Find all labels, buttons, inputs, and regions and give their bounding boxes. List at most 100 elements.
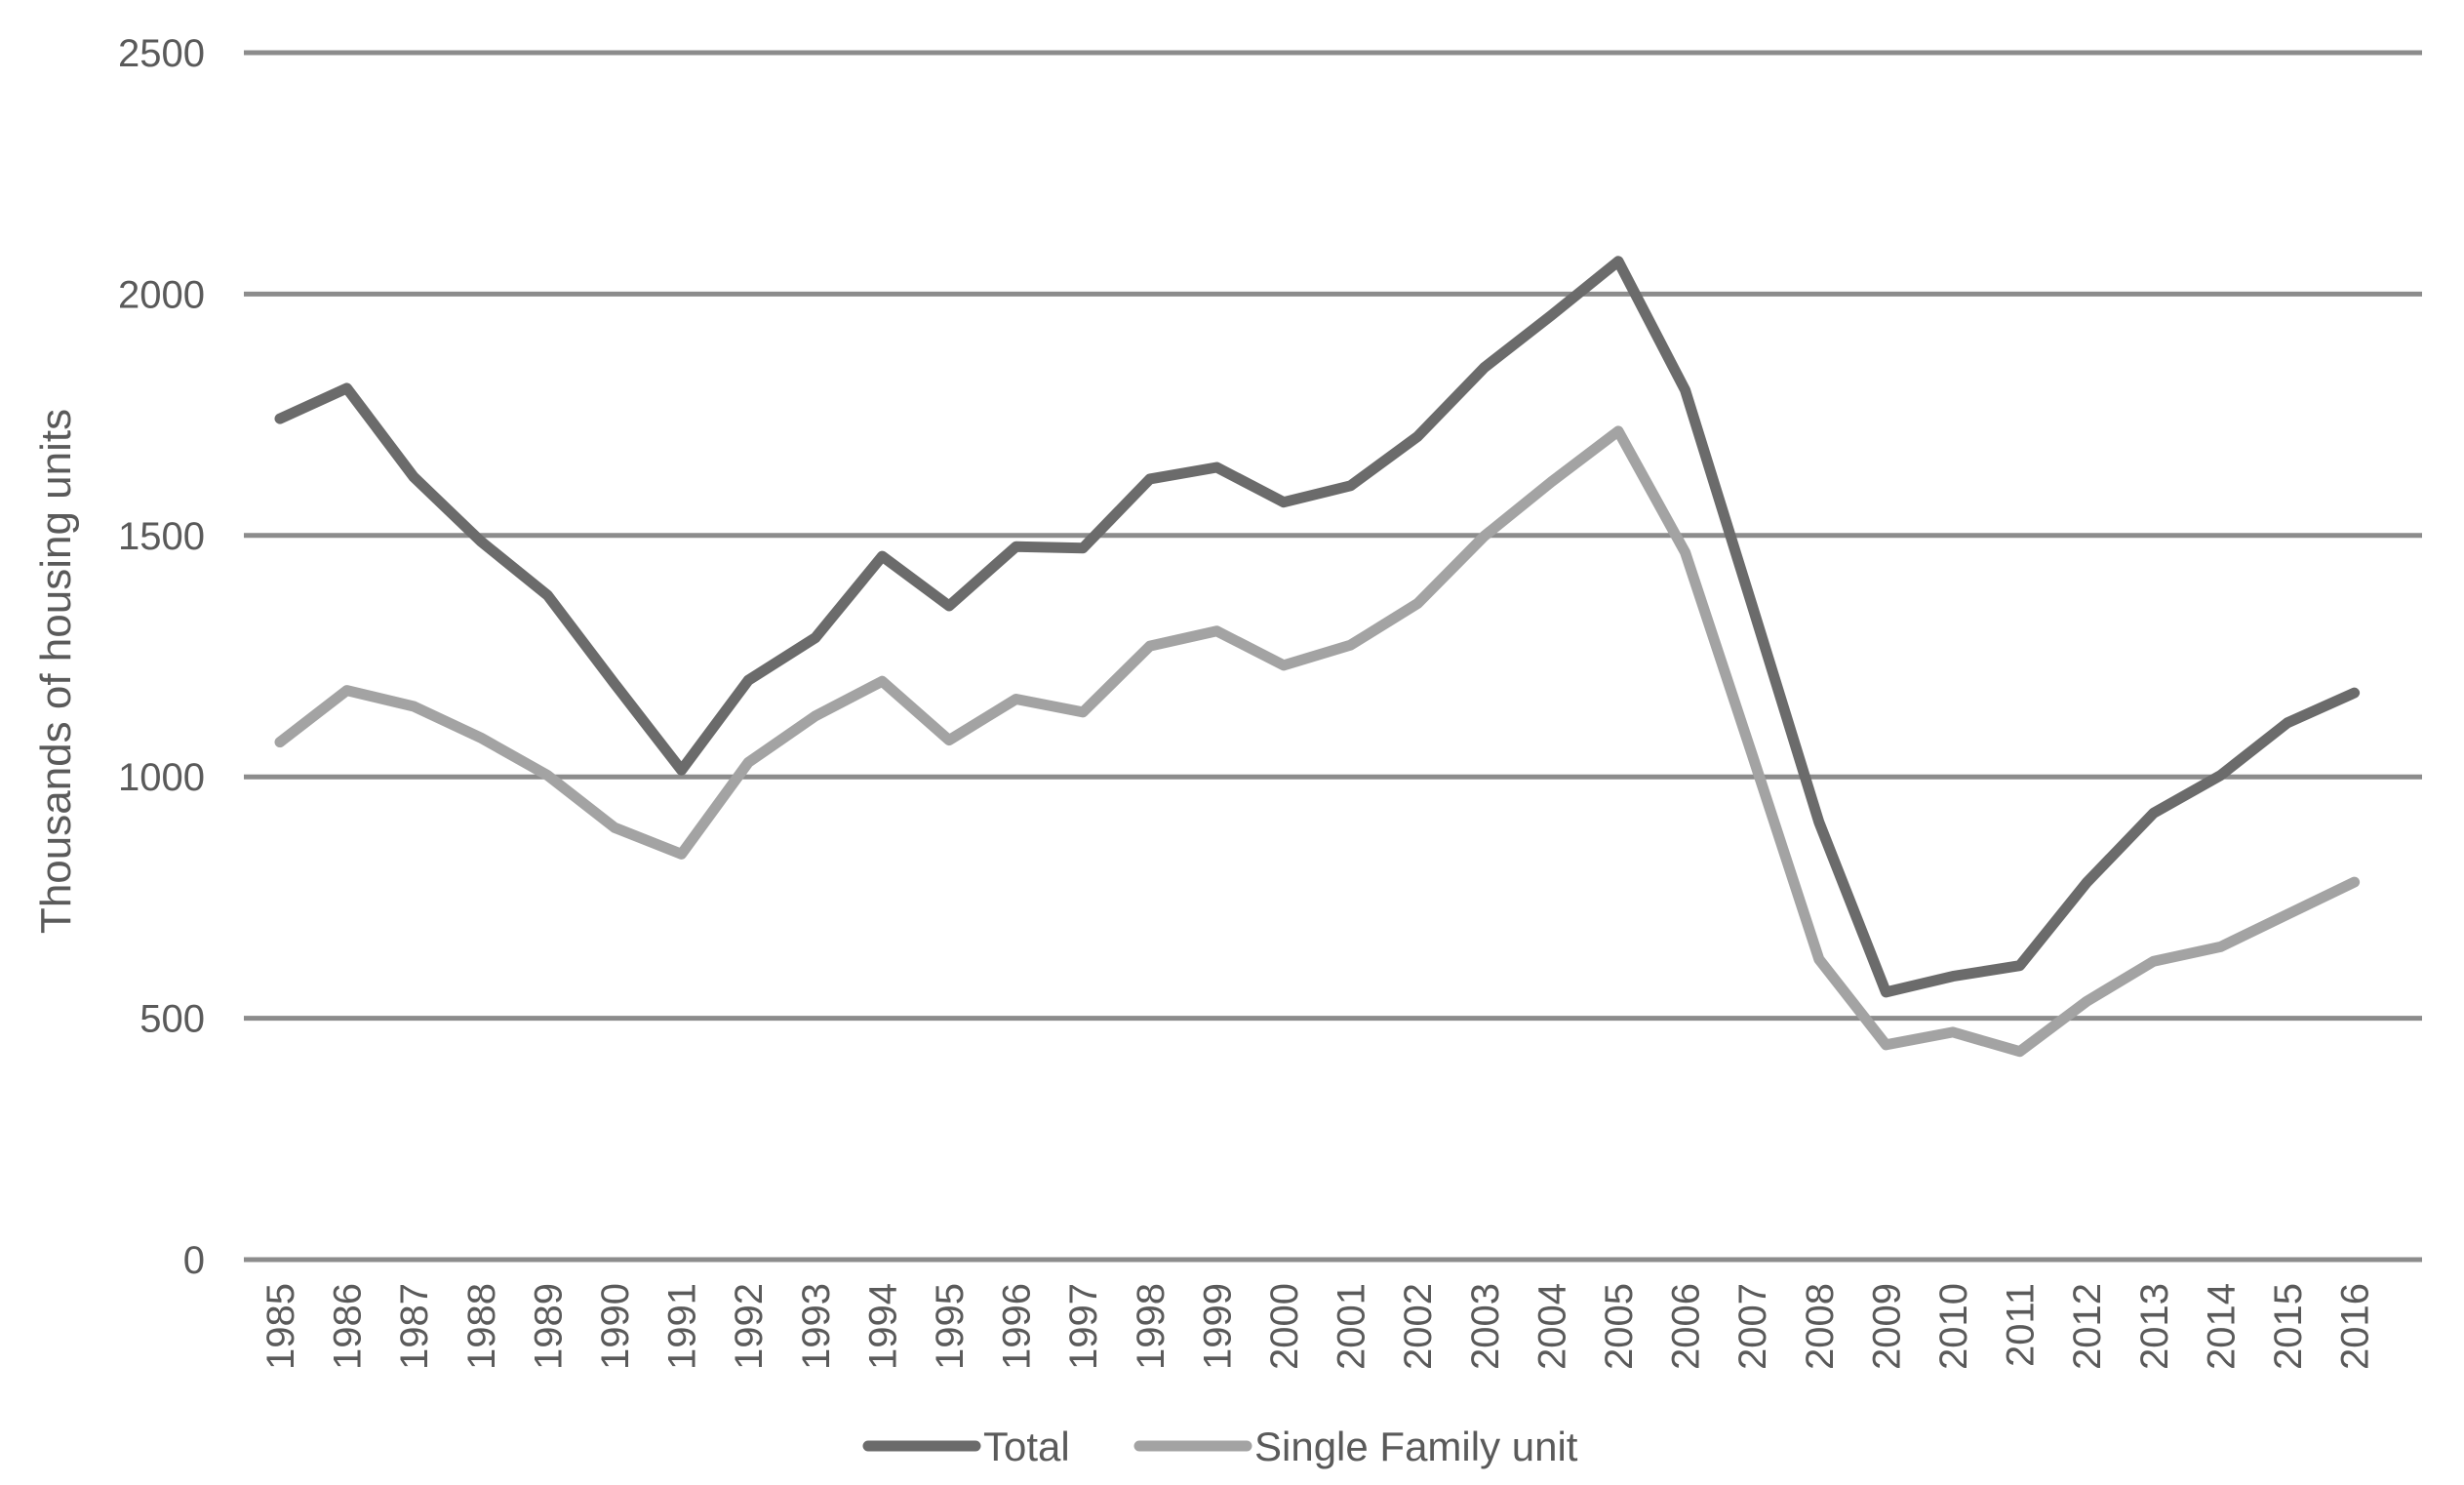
x-tick-label-1996: 1996 bbox=[996, 1283, 1039, 1370]
data-point-single-family-unit-1994 bbox=[882, 681, 883, 682]
data-point-single-family-unit-1987 bbox=[414, 705, 415, 706]
data-point-single-family-unit-2011 bbox=[2019, 1051, 2020, 1052]
data-point-total-1991 bbox=[681, 770, 682, 771]
x-tick-label-2015: 2015 bbox=[2267, 1283, 2310, 1370]
data-point-single-family-unit-2016 bbox=[2354, 882, 2355, 883]
data-point-single-family-unit-1990 bbox=[615, 827, 616, 828]
legend-label-single-family-unit: Single Family unit bbox=[1254, 1424, 1578, 1469]
x-tick-label-2010: 2010 bbox=[1932, 1283, 1975, 1370]
x-tick-label-2006: 2006 bbox=[1665, 1283, 1708, 1370]
data-point-total-1999 bbox=[1216, 467, 1217, 468]
data-point-single-family-unit-2001 bbox=[1350, 645, 1351, 646]
x-tick-label-2011: 2011 bbox=[2000, 1283, 2043, 1367]
data-point-total-2011 bbox=[2019, 965, 2020, 966]
y-tick-label-1000: 1000 bbox=[118, 756, 205, 799]
data-point-total-2015 bbox=[2287, 722, 2288, 723]
y-tick-label-2000: 2000 bbox=[118, 273, 205, 316]
data-point-total-1997 bbox=[1083, 547, 1084, 548]
data-point-single-family-unit-2012 bbox=[2086, 1001, 2087, 1002]
data-point-total-1988 bbox=[480, 541, 481, 542]
x-tick-label-1989: 1989 bbox=[527, 1283, 570, 1370]
x-tick-label-1992: 1992 bbox=[728, 1283, 771, 1370]
x-tick-label-2007: 2007 bbox=[1731, 1283, 1774, 1370]
x-tick-label-1987: 1987 bbox=[393, 1283, 436, 1370]
x-tick-label-1998: 1998 bbox=[1130, 1283, 1172, 1370]
x-tick-label-1986: 1986 bbox=[327, 1283, 370, 1370]
x-tick-label-1994: 1994 bbox=[861, 1283, 904, 1370]
data-point-single-family-unit-1997 bbox=[1083, 711, 1084, 712]
data-point-single-family-unit-1986 bbox=[346, 690, 347, 691]
x-tick-label-2012: 2012 bbox=[2066, 1283, 2109, 1370]
y-tick-label-2500: 2500 bbox=[118, 32, 205, 75]
data-point-total-2009 bbox=[1886, 991, 1887, 992]
data-point-single-family-unit-2008 bbox=[1818, 959, 1819, 960]
data-point-single-family-unit-2006 bbox=[1685, 552, 1686, 553]
data-point-total-1992 bbox=[748, 680, 749, 681]
data-point-total-2012 bbox=[2086, 882, 2087, 883]
x-tick-label-1985: 1985 bbox=[259, 1283, 302, 1370]
y-axis-ticks: 0 500 1000 1500 2000 2500 bbox=[118, 32, 205, 1282]
x-tick-label-2005: 2005 bbox=[1598, 1283, 1641, 1370]
data-point-total-1996 bbox=[1015, 546, 1016, 547]
data-point-single-family-unit-2014 bbox=[2220, 946, 2221, 947]
data-point-total-2001 bbox=[1350, 485, 1351, 486]
data-point-total-2002 bbox=[1417, 436, 1418, 437]
x-tick-label-1993: 1993 bbox=[795, 1283, 838, 1370]
series-line-single-family-unit bbox=[274, 425, 2361, 1058]
data-point-total-1985 bbox=[280, 419, 281, 420]
x-tick-label-1997: 1997 bbox=[1062, 1283, 1105, 1370]
x-tick-label-1991: 1991 bbox=[661, 1283, 704, 1370]
data-point-single-family-unit-2000 bbox=[1284, 664, 1285, 665]
legend-label-total: Total bbox=[983, 1424, 1070, 1469]
x-tick-label-2014: 2014 bbox=[2200, 1283, 2243, 1370]
y-tick-label-500: 500 bbox=[139, 998, 205, 1041]
data-point-single-family-unit-2005 bbox=[1618, 430, 1619, 431]
data-point-total-2013 bbox=[2153, 813, 2154, 814]
series-lines bbox=[274, 256, 2361, 1058]
data-point-single-family-unit-2002 bbox=[1417, 603, 1418, 604]
series-line-total bbox=[274, 256, 2361, 998]
data-point-total-1998 bbox=[1149, 478, 1150, 479]
data-point-single-family-unit-2007 bbox=[1752, 754, 1753, 755]
x-tick-label-1995: 1995 bbox=[929, 1283, 972, 1370]
data-point-single-family-unit-1991 bbox=[681, 854, 682, 855]
data-point-total-2010 bbox=[1953, 976, 1954, 977]
data-point-total-2004 bbox=[1551, 315, 1552, 316]
data-point-single-family-unit-1989 bbox=[547, 775, 548, 776]
data-point-total-1986 bbox=[346, 387, 347, 388]
x-tick-label-1999: 1999 bbox=[1196, 1283, 1239, 1370]
y-tick-label-1500: 1500 bbox=[118, 515, 205, 558]
gridlines bbox=[244, 50, 2422, 1263]
data-point-total-1990 bbox=[615, 683, 616, 684]
y-tick-label-0: 0 bbox=[183, 1239, 205, 1282]
x-tick-label-2002: 2002 bbox=[1397, 1283, 1440, 1370]
data-point-single-family-unit-2013 bbox=[2153, 961, 2154, 962]
x-tick-label-2009: 2009 bbox=[1865, 1283, 1908, 1370]
data-point-single-family-unit-1995 bbox=[949, 740, 950, 741]
x-tick-label-2000: 2000 bbox=[1263, 1283, 1306, 1370]
data-point-total-1995 bbox=[949, 606, 950, 607]
data-point-total-1994 bbox=[882, 556, 883, 557]
data-point-single-family-unit-1992 bbox=[748, 762, 749, 763]
x-axis-ticks: 1985 1986 1987 1988 1989 1990 1991 1992 1993 1994… bbox=[259, 1283, 2377, 1370]
x-tick-label-2008: 2008 bbox=[1799, 1283, 1842, 1370]
data-point-single-family-unit-2004 bbox=[1551, 481, 1552, 482]
data-point-single-family-unit-2015 bbox=[2287, 914, 2288, 915]
x-tick-label-1990: 1990 bbox=[594, 1283, 637, 1370]
y-axis-title: Thousands of housing units bbox=[32, 409, 80, 934]
x-tick-label-2004: 2004 bbox=[1530, 1283, 1573, 1370]
data-point-total-2006 bbox=[1685, 389, 1686, 390]
data-point-single-family-unit-2009 bbox=[1886, 1044, 1887, 1045]
data-point-total-1987 bbox=[414, 476, 415, 477]
data-point-single-family-unit-1999 bbox=[1216, 630, 1217, 631]
data-point-total-2016 bbox=[2354, 693, 2355, 694]
x-tick-label-2016: 2016 bbox=[2334, 1283, 2377, 1370]
data-point-total-2007 bbox=[1752, 605, 1753, 606]
data-point-total-2014 bbox=[2220, 775, 2221, 776]
data-point-total-2008 bbox=[1818, 822, 1819, 823]
data-point-single-family-unit-1988 bbox=[480, 738, 481, 739]
x-tick-label-2013: 2013 bbox=[2133, 1283, 2176, 1370]
x-tick-label-1988: 1988 bbox=[460, 1283, 503, 1370]
